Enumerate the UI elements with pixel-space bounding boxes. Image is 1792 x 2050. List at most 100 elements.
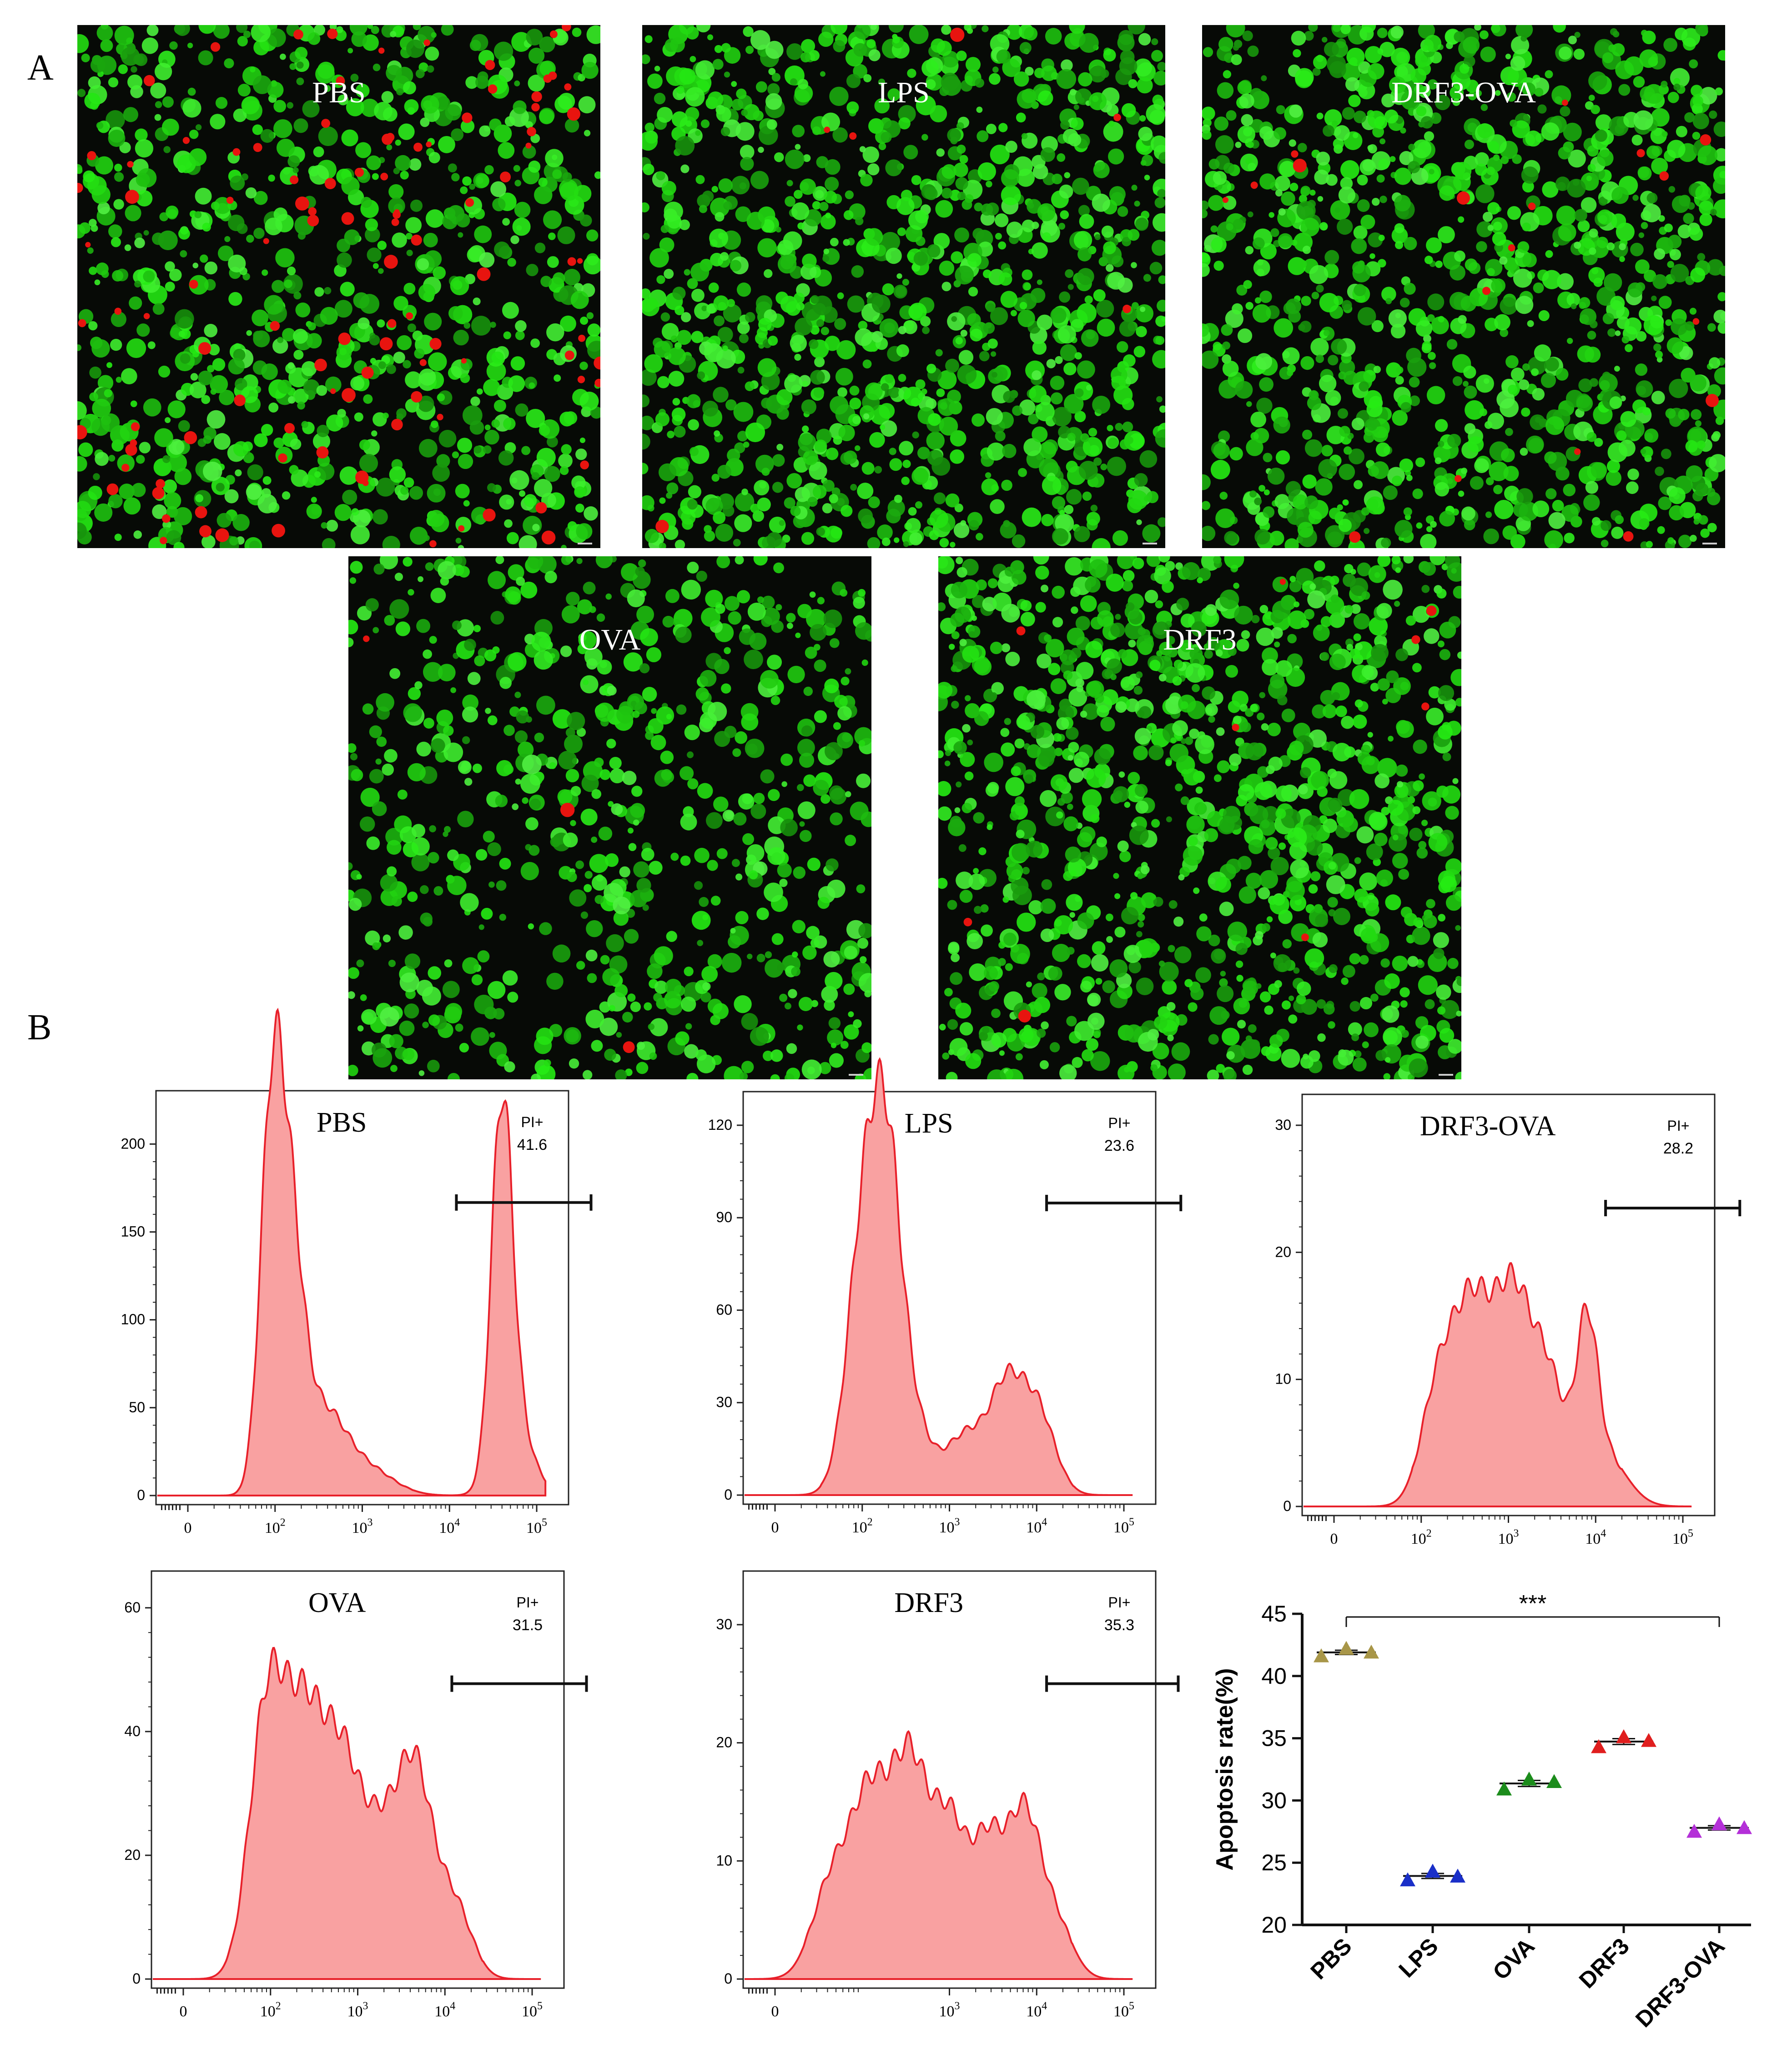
green-cell — [885, 159, 902, 176]
green-cell — [668, 347, 686, 365]
green-cell — [1151, 50, 1163, 62]
green-cell — [224, 58, 234, 69]
green-cell — [438, 664, 456, 681]
green-cell — [1270, 674, 1285, 689]
green-cell — [780, 753, 793, 766]
green-cell — [478, 924, 484, 930]
green-cell — [369, 769, 384, 784]
green-cell — [742, 793, 753, 805]
green-cell — [791, 202, 810, 221]
green-cell — [570, 820, 576, 826]
green-cell — [797, 801, 815, 819]
green-cell — [1465, 258, 1478, 271]
red-cell — [316, 446, 329, 459]
green-cell — [644, 1002, 652, 1011]
green-cell — [1016, 112, 1026, 123]
red-cell — [1692, 318, 1700, 325]
green-cell — [143, 398, 161, 417]
green-cell — [1394, 167, 1412, 185]
green-cell — [1365, 902, 1379, 917]
green-cell — [1606, 470, 1621, 486]
green-cell — [1128, 772, 1140, 784]
green-cell — [1454, 250, 1465, 262]
green-cell — [94, 279, 101, 286]
green-cell — [1405, 615, 1416, 626]
green-cell — [1692, 490, 1703, 502]
green-cell — [342, 489, 357, 505]
green-cell — [252, 75, 272, 94]
green-cell — [1285, 298, 1302, 314]
red-cell — [531, 91, 542, 102]
green-cell — [1532, 388, 1545, 401]
green-cell — [975, 78, 985, 88]
green-cell — [754, 480, 770, 496]
green-cell — [1307, 396, 1322, 410]
green-cell — [935, 200, 953, 218]
green-cell — [1250, 432, 1259, 441]
green-cell — [459, 1043, 469, 1053]
green-cell — [1025, 66, 1034, 76]
green-cell — [1016, 830, 1025, 839]
green-cell — [564, 269, 580, 286]
green-cell — [1219, 902, 1234, 917]
green-cell — [1162, 580, 1174, 593]
green-cell — [1245, 872, 1262, 889]
green-cell — [450, 687, 457, 693]
green-cell — [724, 725, 737, 738]
green-cell — [871, 331, 883, 343]
green-cell — [1545, 357, 1559, 372]
red-cell — [85, 242, 91, 248]
green-cell — [925, 398, 937, 409]
green-cell — [903, 320, 914, 331]
green-cell — [1086, 384, 1092, 391]
green-cell — [495, 795, 508, 807]
green-cell — [539, 425, 550, 436]
green-cell — [489, 118, 502, 131]
green-cell — [1080, 981, 1092, 993]
green-cell — [1377, 259, 1386, 268]
green-cell — [1394, 195, 1411, 212]
green-cell — [959, 639, 967, 646]
green-cell — [273, 119, 292, 138]
green-cell — [1426, 707, 1444, 725]
green-cell — [163, 146, 171, 153]
green-cell — [1162, 980, 1177, 995]
green-cell — [1339, 463, 1355, 480]
red-cell — [278, 453, 287, 463]
green-cell — [1383, 579, 1403, 600]
green-cell — [1067, 803, 1073, 810]
green-cell — [1267, 722, 1281, 736]
green-cell — [598, 826, 613, 841]
green-cell — [1560, 106, 1571, 117]
green-cell — [373, 564, 385, 575]
green-cell — [757, 497, 771, 512]
green-cell — [1214, 116, 1229, 131]
green-cell — [714, 45, 723, 53]
green-cell — [594, 757, 604, 767]
green-cell — [1238, 886, 1257, 904]
green-cell — [1218, 37, 1233, 52]
red-cell — [950, 27, 965, 42]
green-cell — [669, 37, 685, 53]
green-cell — [1400, 127, 1406, 134]
green-cell — [219, 389, 235, 405]
green-cell — [676, 704, 687, 715]
green-cell — [386, 65, 402, 81]
green-cell — [1180, 614, 1195, 628]
green-cell — [566, 592, 580, 606]
green-cell — [670, 335, 678, 343]
green-cell — [1237, 80, 1252, 95]
green-cell — [688, 419, 700, 431]
green-cell — [250, 66, 256, 73]
green-cell — [1039, 441, 1057, 459]
green-cell — [487, 981, 506, 999]
green-cell — [717, 327, 733, 343]
green-cell — [777, 863, 792, 878]
green-cell — [786, 623, 793, 629]
green-cell — [1068, 768, 1084, 783]
green-cell — [801, 1059, 822, 1079]
green-cell — [671, 111, 688, 127]
green-cell — [1348, 95, 1361, 107]
green-cell — [1530, 414, 1545, 430]
green-cell — [427, 1059, 440, 1073]
